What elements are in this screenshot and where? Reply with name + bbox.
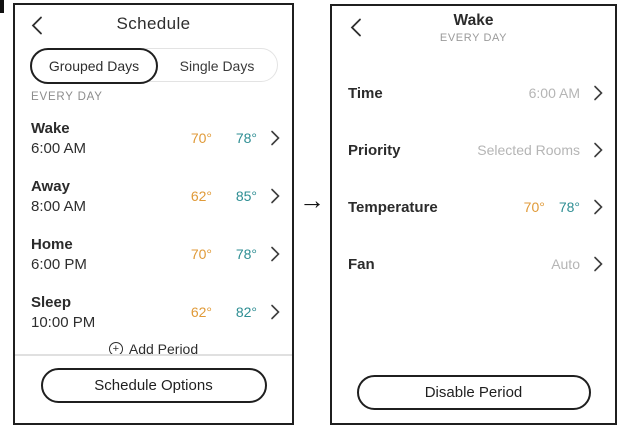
page-title: Schedule: [116, 14, 191, 33]
chevron-right-icon: [593, 199, 603, 215]
chevron-right-icon: [593, 142, 603, 158]
disable-period-button[interactable]: Disable Period: [356, 375, 591, 410]
cool-setpoint: 78°: [235, 246, 257, 262]
back-chevron-icon: [31, 16, 43, 40]
period-info: Away 8:00 AM: [31, 178, 170, 215]
heat-setpoint: 70°: [190, 130, 212, 146]
setting-label: Temperature: [348, 198, 438, 216]
cool-setpoint: 78°: [558, 199, 580, 215]
cool-setpoint: 85°: [235, 188, 257, 204]
period-row-wake[interactable]: Wake 6:00 AM 70° 78°: [15, 109, 292, 167]
setting-value: Auto: [551, 256, 580, 272]
setting-row-temperature[interactable]: Temperature 70° 78°: [332, 190, 615, 224]
page-subtitle: EVERY DAY: [439, 32, 508, 44]
setting-value: Selected Rooms: [477, 142, 580, 158]
chevron-right-icon: [270, 130, 280, 146]
period-row-away[interactable]: Away 8:00 AM 62° 85°: [15, 167, 292, 225]
chevron-right-icon: [270, 188, 280, 204]
period-name: Home: [31, 235, 73, 253]
tab-single-days[interactable]: Single Days: [179, 58, 255, 74]
period-time: 10:00 PM: [31, 313, 96, 331]
period-time: 6:00 PM: [31, 255, 87, 273]
setting-label: Priority: [348, 141, 401, 159]
scan-artifact: [0, 0, 4, 13]
add-period-icon: +: [108, 342, 123, 354]
setting-label: Time: [348, 84, 383, 102]
page-title: Wake: [453, 12, 494, 29]
period-info: Wake 6:00 AM: [31, 120, 170, 157]
period-time: 6:00 AM: [31, 139, 87, 157]
wake-detail-screen: Wake EVERY DAY Time 6:00 AM Priority Sel…: [330, 4, 617, 425]
period-name: Wake: [31, 119, 70, 137]
period-row-sleep[interactable]: Sleep 10:00 PM 62° 82°: [15, 283, 292, 341]
bottom-divider: [15, 354, 292, 356]
chevron-right-icon: [593, 256, 603, 272]
schedule-screen: Schedule Grouped Days Single Days EVERY …: [13, 3, 294, 425]
heat-setpoint: 62°: [190, 188, 212, 204]
section-label: EVERY DAY: [31, 91, 103, 103]
setting-value: 6:00 AM: [528, 85, 580, 101]
settings-list: Time 6:00 AM Priority Selected Rooms Tem…: [332, 76, 615, 304]
chevron-right-icon: [270, 246, 280, 262]
tab-grouped-days[interactable]: Grouped Days: [30, 48, 158, 84]
setting-label: Fan: [348, 255, 375, 273]
back-button[interactable]: [27, 16, 47, 40]
period-row-home[interactable]: Home 6:00 PM 70° 78°: [15, 225, 292, 283]
heat-setpoint: 70°: [190, 246, 212, 262]
period-info: Home 6:00 PM: [31, 236, 170, 273]
period-list: Wake 6:00 AM 70° 78° Away 8:00 AM 62° 85…: [15, 109, 292, 341]
heat-setpoint: 70°: [523, 199, 545, 215]
setting-row-fan[interactable]: Fan Auto: [332, 247, 615, 281]
temperature-values: 70° 78°: [524, 199, 580, 215]
cool-setpoint: 82°: [235, 304, 257, 320]
setting-row-time[interactable]: Time 6:00 AM: [332, 76, 615, 110]
add-period-row-clipped[interactable]: + Add Period: [15, 339, 292, 354]
cool-setpoint: 78°: [235, 130, 257, 146]
period-name: Sleep: [31, 293, 72, 311]
period-time: 8:00 AM: [31, 197, 87, 215]
chevron-right-icon: [593, 85, 603, 101]
period-info: Sleep 10:00 PM: [31, 294, 170, 331]
day-mode-tabs: Grouped Days Single Days: [30, 48, 278, 84]
heat-setpoint: 62°: [190, 304, 212, 320]
setting-row-priority[interactable]: Priority Selected Rooms: [332, 133, 615, 167]
schedule-options-button[interactable]: Schedule Options: [40, 368, 267, 403]
flow-arrow-icon: →: [299, 185, 325, 215]
chevron-right-icon: [270, 304, 280, 320]
period-name: Away: [31, 177, 70, 195]
add-period-label: Add Period: [128, 341, 199, 354]
back-chevron-icon: [350, 18, 362, 42]
back-button[interactable]: [346, 18, 366, 42]
